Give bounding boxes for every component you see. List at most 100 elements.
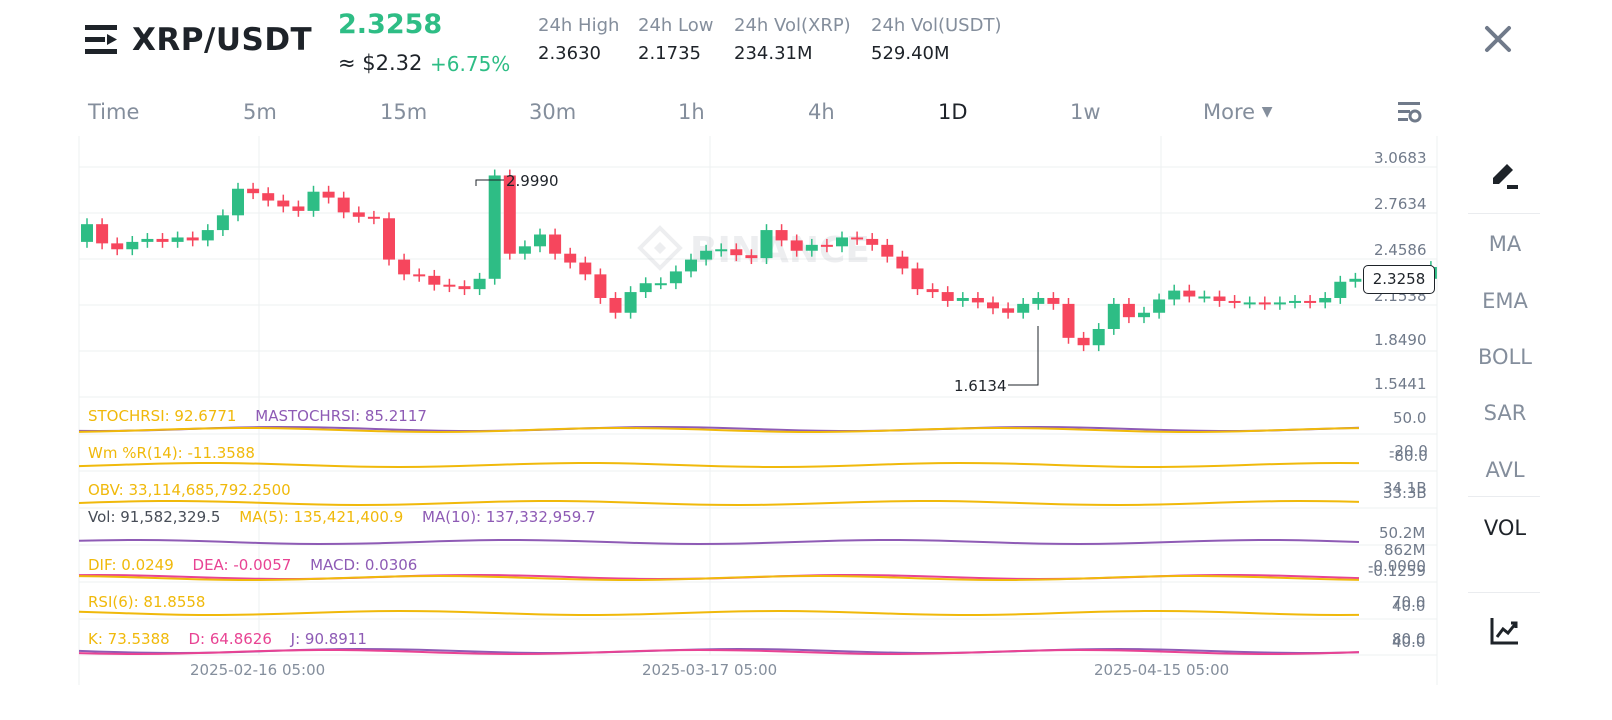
indicator-lines (78, 425, 1360, 656)
candle-body (322, 191, 335, 198)
mastochrsi-label: MASTOCHRSI: 85.2117 (255, 407, 427, 425)
binance-watermark: BINANCE (637, 225, 870, 271)
candle-body (383, 218, 395, 260)
stochrsi-label: STOCHRSI: 92.6771 (88, 407, 237, 425)
candle-body (216, 215, 229, 231)
candle-body (1334, 281, 1347, 298)
candle-body (247, 188, 260, 194)
tab-30m[interactable]: 30m (529, 100, 577, 124)
sidebar-item-ema[interactable]: EMA (1482, 289, 1528, 313)
candle-body (1092, 328, 1105, 346)
sidebar-divider (1468, 213, 1540, 214)
high-marker: 2.9990 (475, 172, 559, 190)
stat-vol-xrp-value: 234.31M (734, 43, 813, 64)
sidebar-divider (1468, 592, 1540, 593)
draw-pen-icon[interactable] (1489, 160, 1521, 192)
candle-body (639, 283, 652, 293)
stat-high-value: 2.3630 (538, 43, 601, 64)
candle-body (1002, 308, 1015, 313)
current-price-tag: 2.3258 (1363, 265, 1435, 294)
candle-body (564, 253, 577, 263)
candle-body (669, 271, 682, 284)
tab-15m[interactable]: 15m (380, 100, 428, 124)
tab-1d[interactable]: 1D (938, 100, 968, 124)
indicator-line (78, 539, 1360, 546)
price-axis-label: 2.7634 (1374, 195, 1427, 213)
candle-body (1077, 337, 1090, 346)
chart-line-icon[interactable] (1489, 615, 1521, 647)
macd-value-label: MACD: 0.0306 (310, 556, 418, 574)
tab-more[interactable]: More ▼ (1203, 100, 1273, 124)
low-marker: 1.6134 (954, 326, 1039, 395)
candle-body (1062, 303, 1075, 338)
price-axis-label: 1.5441 (1374, 375, 1427, 393)
price-axis-label: 1.8490 (1374, 331, 1427, 349)
candle-body (96, 224, 109, 244)
candle-body (292, 206, 305, 211)
obv-axis: 34.1B (1383, 479, 1427, 497)
wmr-axis: -20.0 (1389, 442, 1428, 460)
sidebar-item-sar[interactable]: SAR (1483, 401, 1527, 425)
wmr-label: Wm %R(14): -11.3588 (88, 444, 255, 462)
candle-body (171, 237, 184, 242)
kdj-d-label: D: 64.8626 (188, 630, 272, 648)
candle-body (1319, 297, 1332, 303)
candle-body (760, 230, 773, 259)
sidebar-item-ma[interactable]: MA (1488, 232, 1522, 256)
settings-icon[interactable] (1396, 99, 1424, 125)
candle-body (956, 297, 969, 301)
candle-body (987, 302, 999, 309)
usd-price: ≈ $2.32 (338, 51, 423, 75)
vol-ma5-label: MA(5): 135,421,400.9 (239, 508, 404, 526)
candle-body (1032, 297, 1045, 304)
candle-body (141, 238, 154, 242)
sidebar-item-vol[interactable]: VOL (1483, 516, 1527, 540)
indicator-line (78, 649, 1360, 656)
candle-body (594, 274, 607, 298)
candle-body (685, 259, 697, 272)
candle-body (1017, 303, 1030, 313)
candle-body (1349, 278, 1362, 282)
tab-1w[interactable]: 1w (1070, 100, 1101, 124)
stat-high-label: 24h High (538, 15, 620, 36)
candle-body (534, 234, 546, 247)
kdj-axis: 80.0 (1392, 630, 1426, 648)
kdj-j-label: J: 90.8911 (290, 630, 367, 648)
tab-5m[interactable]: 5m (243, 100, 277, 124)
candle-body (1047, 297, 1060, 304)
candle-body (805, 244, 818, 251)
candle-body (926, 289, 939, 293)
candle-body (654, 283, 667, 286)
candle-body (775, 230, 788, 241)
menu-icon[interactable] (85, 24, 119, 56)
candle-body (866, 238, 879, 245)
tab-1h[interactable]: 1h (678, 100, 705, 124)
stat-vol-xrp-label: 24h Vol(XRP) (734, 15, 851, 36)
candle-body (1289, 300, 1301, 303)
wmr-axis: -80.0 (1389, 447, 1428, 465)
pair-title[interactable]: XRP/USDT (132, 22, 313, 58)
price-change: +6.75% (430, 52, 511, 76)
sidebar-item-avl[interactable]: AVL (1485, 458, 1525, 482)
candle-body (579, 262, 592, 275)
candle-body (201, 230, 214, 241)
candle-body (488, 175, 501, 279)
candle-body (1243, 302, 1256, 305)
macd-axis: -0.0000 (1368, 557, 1426, 575)
tab-4h[interactable]: 4h (808, 100, 835, 124)
vol-ma10-label: MA(10): 137,332,959.7 (422, 508, 596, 526)
caret-down-icon: ▼ (1261, 104, 1273, 120)
macd-axis: -0.1259 (1368, 562, 1426, 580)
candle-body (549, 234, 562, 254)
candle-body (941, 292, 954, 301)
candle-body (730, 249, 743, 256)
sidebar-item-boll[interactable]: BOLL (1478, 345, 1532, 369)
stat-vol-usdt-label: 24h Vol(USDT) (871, 15, 1002, 36)
stat-low-label: 24h Low (638, 15, 714, 36)
tab-time[interactable]: Time (88, 100, 140, 124)
candle-body (1122, 303, 1135, 318)
close-icon[interactable] (1484, 25, 1512, 53)
candle-body (1138, 312, 1150, 318)
price-axis-label: 3.0683 (1374, 149, 1427, 167)
